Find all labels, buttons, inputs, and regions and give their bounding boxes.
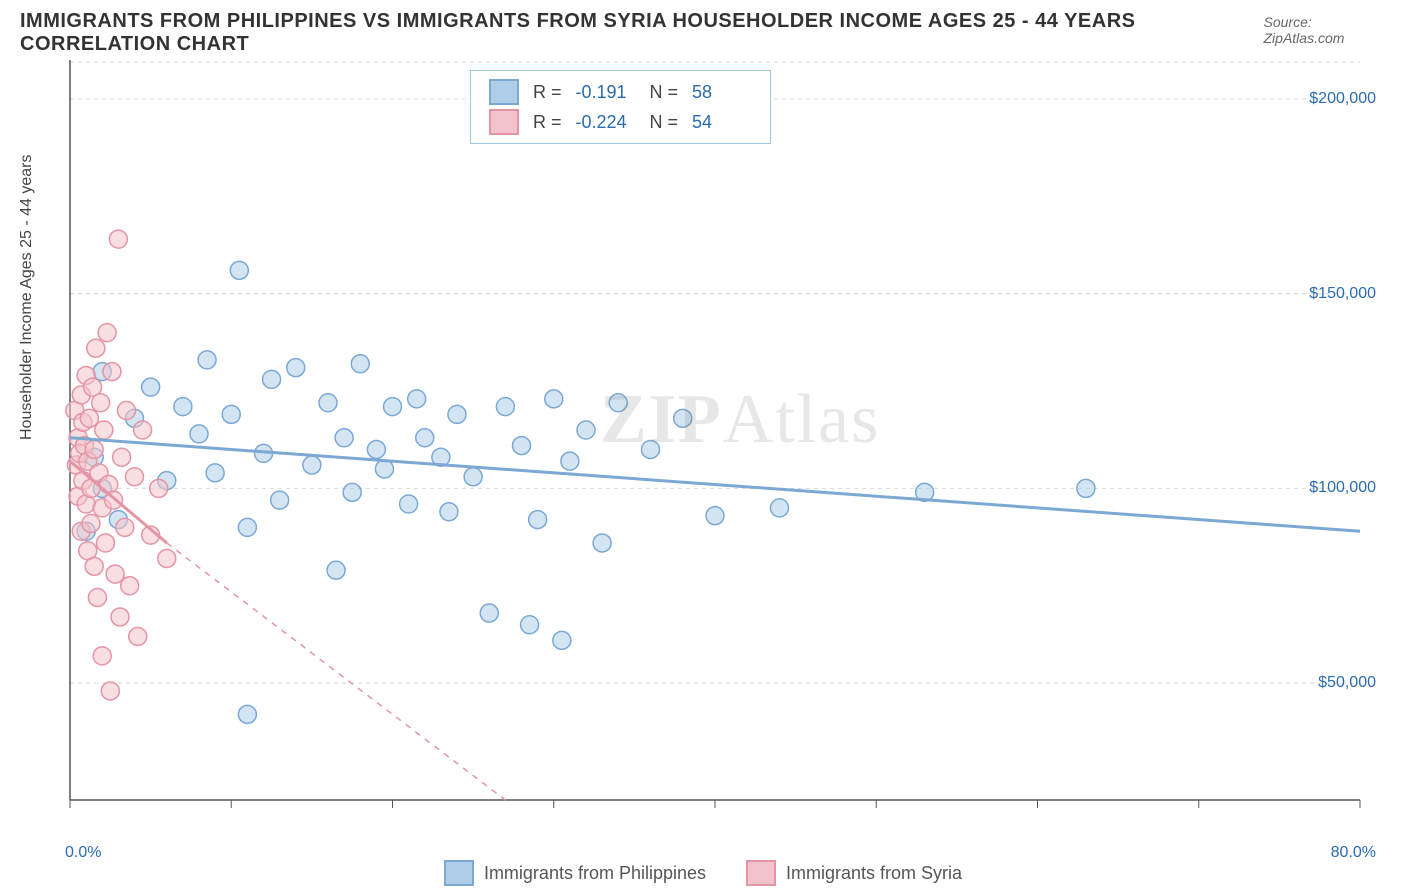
n-value: 58 <box>692 82 752 103</box>
series-legend-item: Immigrants from Philippines <box>444 860 706 886</box>
chart-area <box>60 60 1380 830</box>
series-name: Immigrants from Syria <box>786 863 962 884</box>
y-tick-label: $150,000 <box>1309 285 1376 303</box>
chart-title: IMMIGRANTS FROM PHILIPPINES VS IMMIGRANT… <box>20 10 1264 56</box>
y-tick-label: $100,000 <box>1309 479 1376 497</box>
legend-swatch <box>489 109 519 135</box>
stats-legend-row: R = -0.224 N = 54 <box>489 107 752 137</box>
chart-header: IMMIGRANTS FROM PHILIPPINES VS IMMIGRANT… <box>0 0 1406 56</box>
n-label: N = <box>650 112 679 133</box>
n-label: N = <box>650 82 679 103</box>
scatter-plot <box>60 60 1380 830</box>
legend-swatch <box>444 860 474 886</box>
source-attribution: Source: ZipAtlas.com <box>1264 14 1387 46</box>
legend-swatch <box>746 860 776 886</box>
r-value: -0.224 <box>576 112 636 133</box>
stats-legend: R = -0.191 N = 58 R = -0.224 N = 54 <box>470 70 771 144</box>
series-legend-item: Immigrants from Syria <box>746 860 962 886</box>
stats-legend-row: R = -0.191 N = 58 <box>489 77 752 107</box>
n-value: 54 <box>692 112 752 133</box>
y-tick-label: $200,000 <box>1309 90 1376 108</box>
r-label: R = <box>533 82 562 103</box>
legend-swatch <box>489 79 519 105</box>
series-name: Immigrants from Philippines <box>484 863 706 884</box>
series-legend: Immigrants from Philippines Immigrants fr… <box>0 860 1406 886</box>
y-axis-label: Householder Income Ages 25 - 44 years <box>18 155 36 441</box>
r-value: -0.191 <box>576 82 636 103</box>
r-label: R = <box>533 112 562 133</box>
y-tick-label: $50,000 <box>1318 674 1376 692</box>
